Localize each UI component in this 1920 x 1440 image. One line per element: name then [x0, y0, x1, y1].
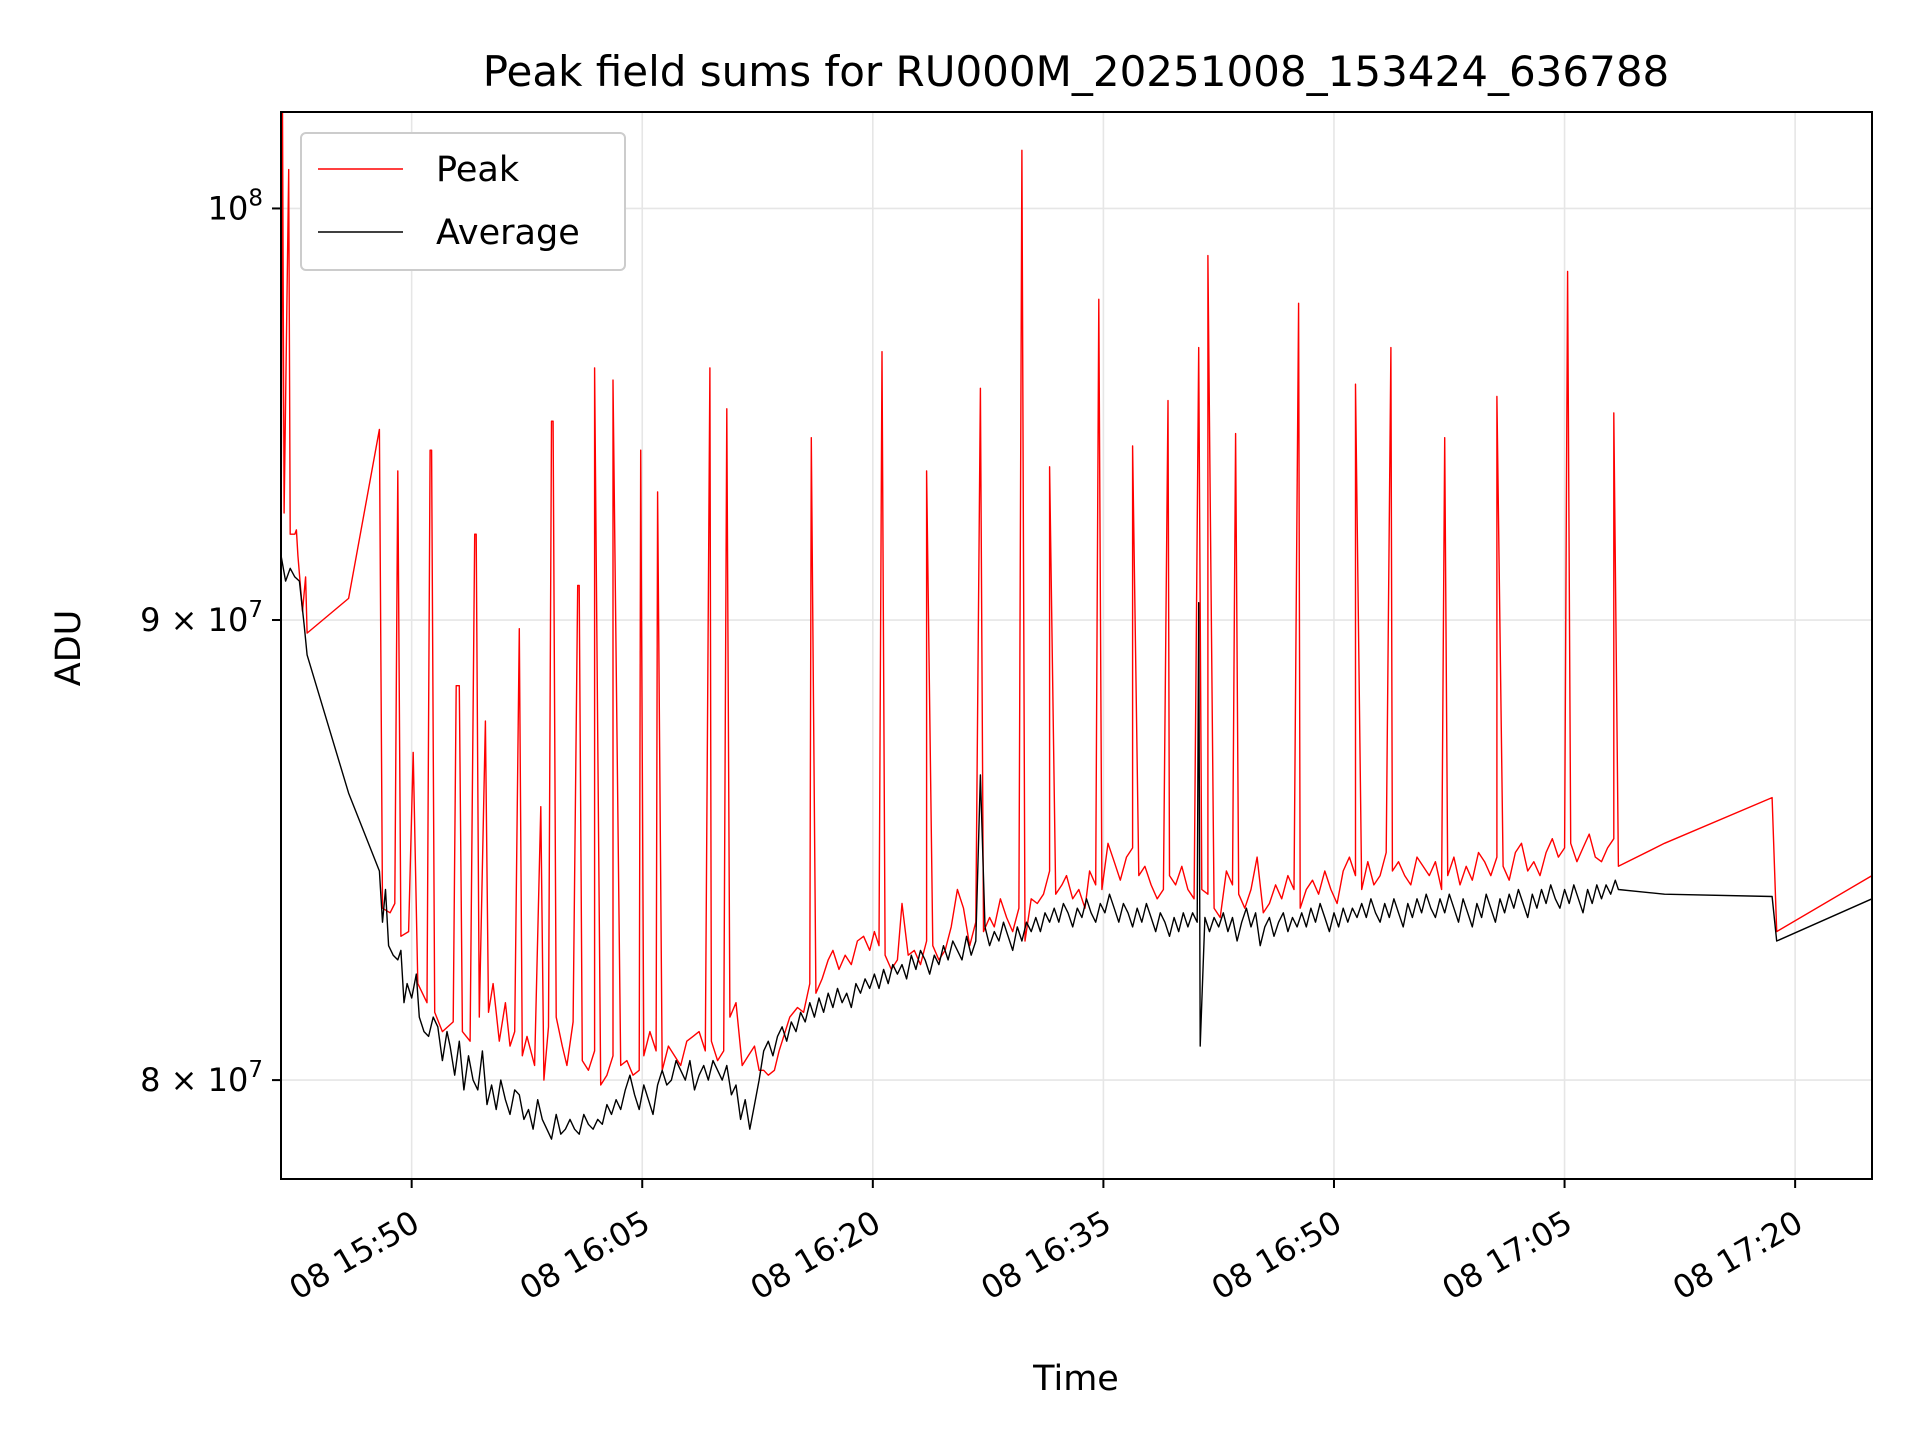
- y-tick-label: 9 × 107: [140, 597, 263, 639]
- x-tick-label: 08 16:35: [974, 1203, 1117, 1307]
- y-tick-label: 8 × 107: [140, 1057, 263, 1099]
- chart-title: Peak field sums for RU000M_20251008_1534…: [483, 47, 1670, 96]
- legend-box: [300, 132, 626, 271]
- x-axis-title: Time: [1032, 1359, 1119, 1399]
- x-tick-label: 08 16:50: [1205, 1203, 1348, 1307]
- y-axis-title: ADU: [49, 610, 89, 687]
- y-axis-ticks: 8 × 107 9 × 107 108: [140, 185, 281, 1099]
- x-axis-ticks: 08 15:50 08 16:05 08 16:20 08 16:35 08 16:50…: [283, 1179, 1809, 1307]
- grid-lines: [281, 112, 1872, 1179]
- legend-average-label: Average: [436, 213, 580, 253]
- legend-peak-label: Peak: [436, 150, 520, 190]
- x-tick-label: 08 16:05: [513, 1203, 656, 1307]
- x-tick-label: 08 16:20: [744, 1203, 887, 1307]
- y-tick-label: 108: [208, 185, 263, 227]
- series-average-line: [280, 555, 1873, 1140]
- series-peak-line: [280, 111, 1873, 1086]
- plot-series: [280, 111, 1873, 1140]
- x-tick-label: 08 15:50: [283, 1203, 426, 1307]
- plot-frame: [280, 111, 1873, 1180]
- x-tick-label: 08 17:05: [1436, 1203, 1579, 1307]
- legend: Peak Average: [300, 132, 626, 271]
- x-tick-label: 08 17:20: [1666, 1203, 1809, 1307]
